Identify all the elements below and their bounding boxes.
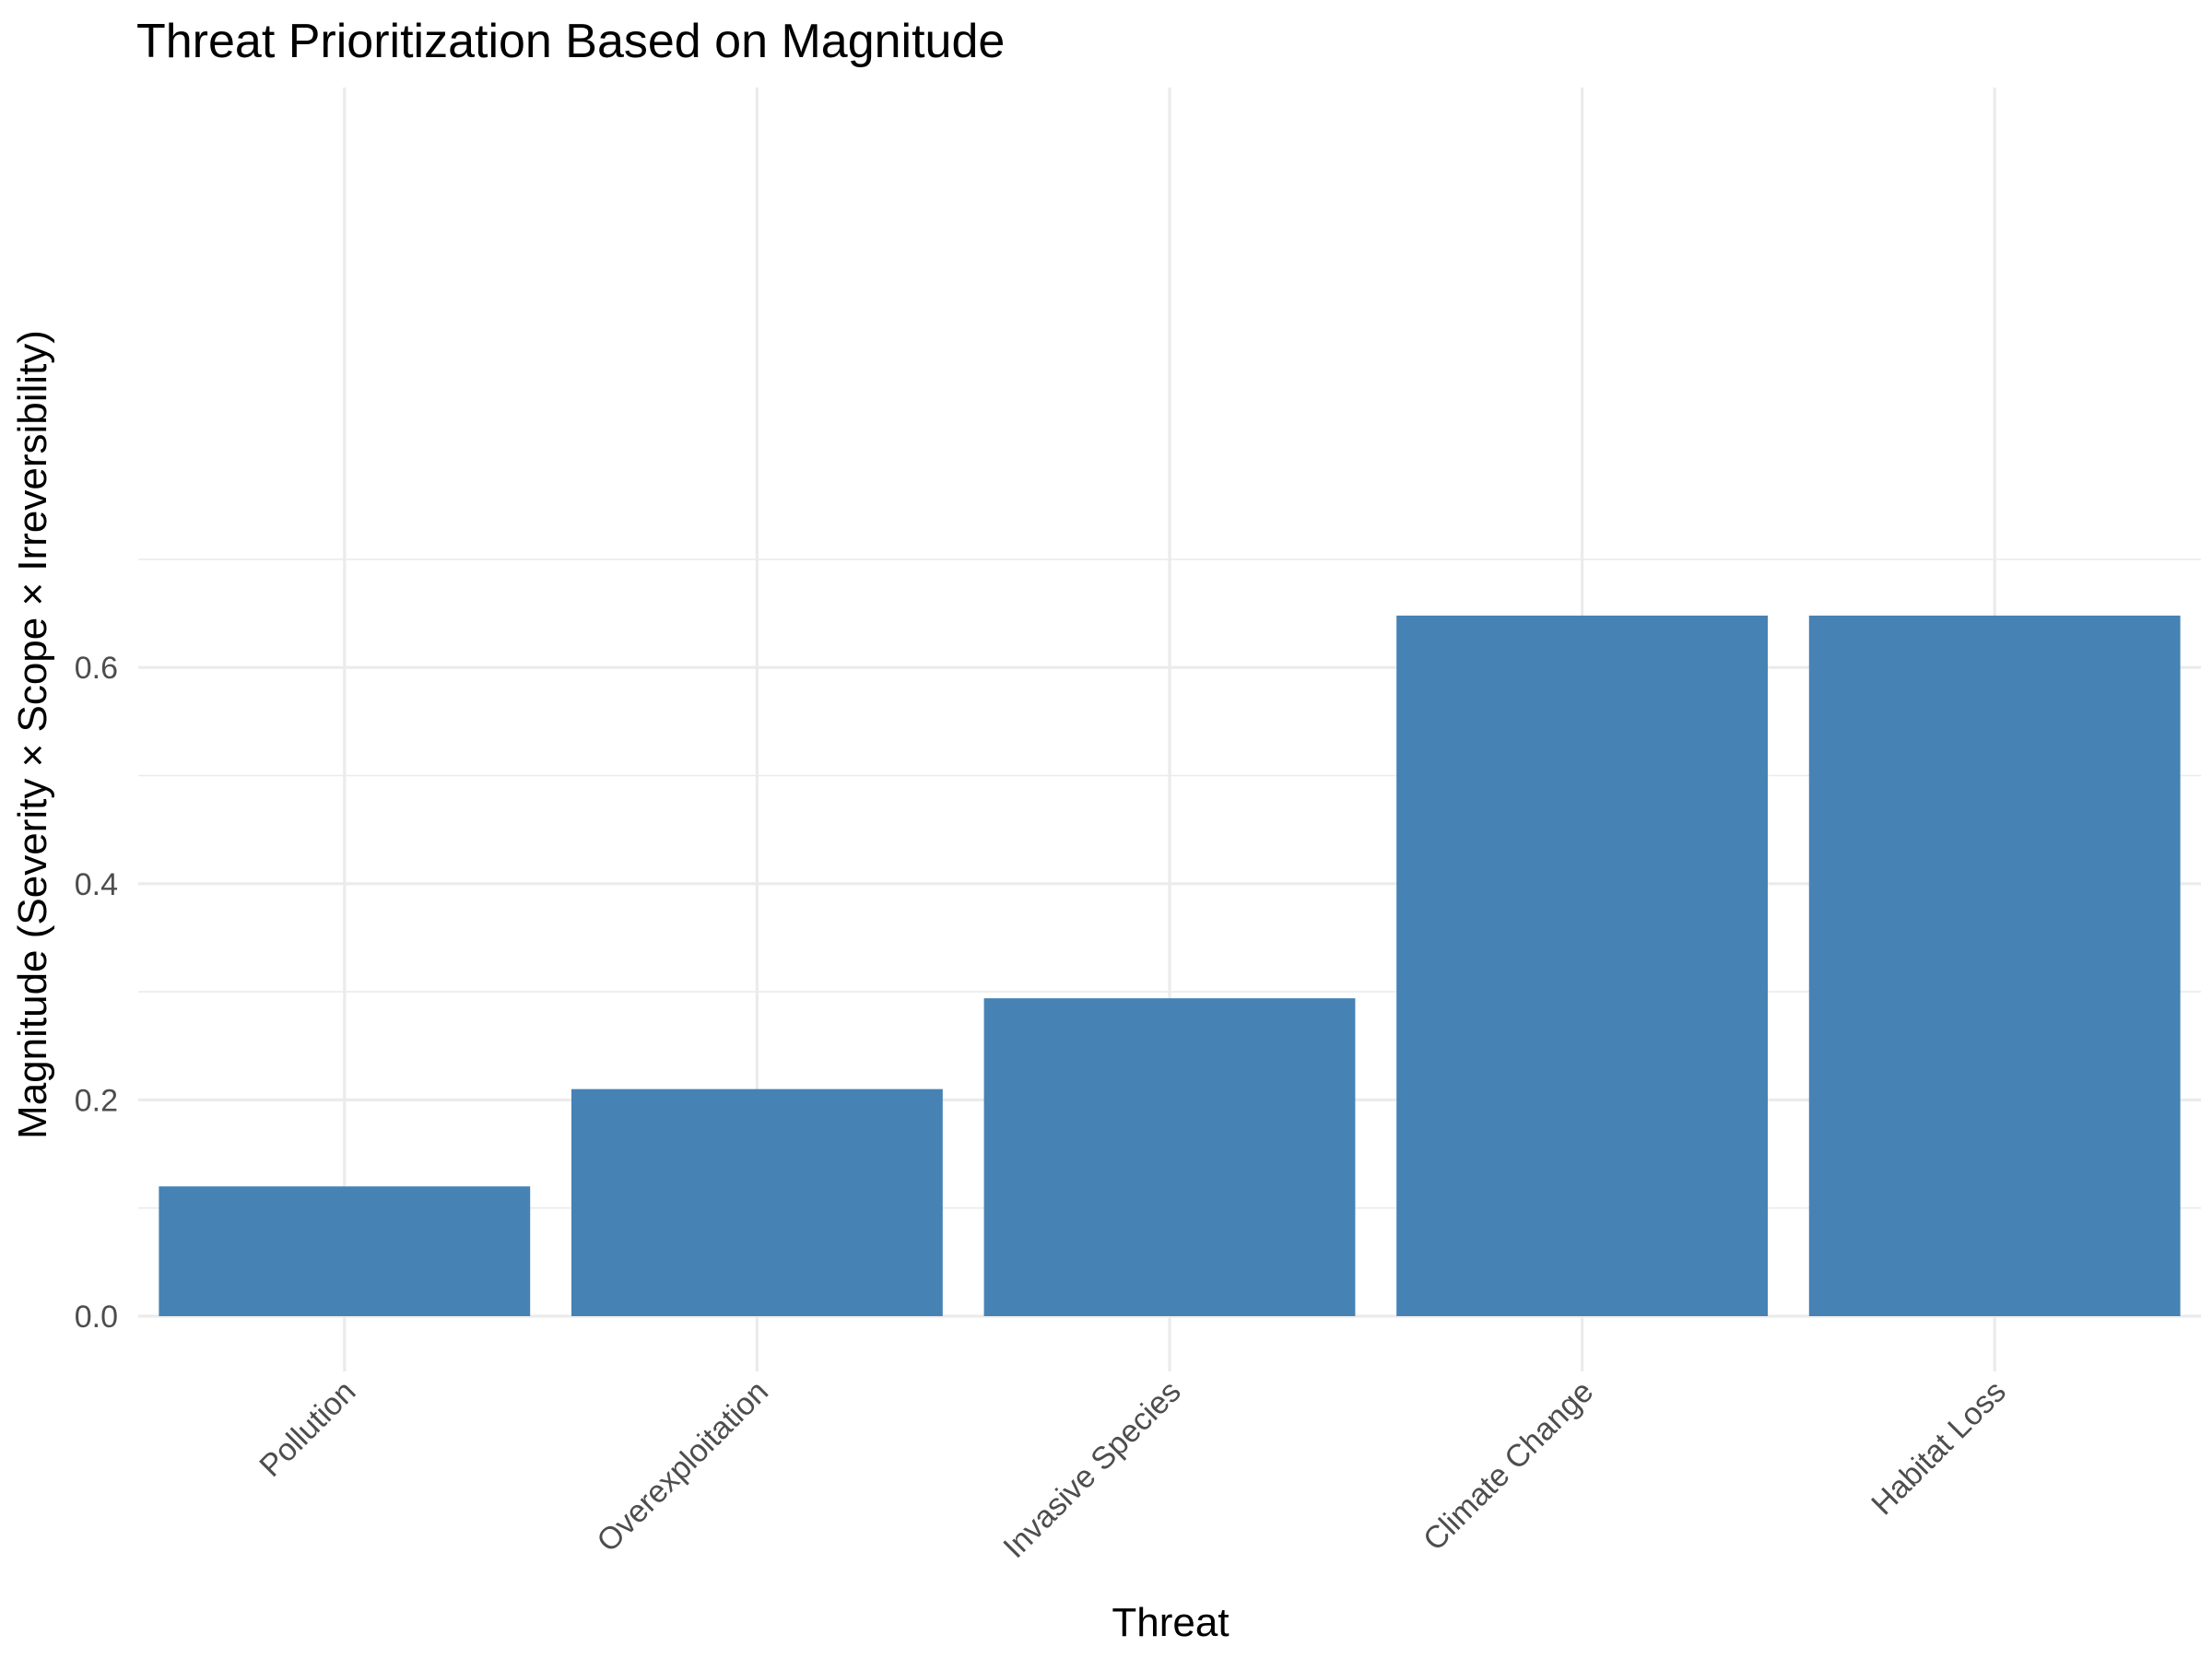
bar-overexploitation xyxy=(571,1088,943,1316)
bar-climate-change xyxy=(1396,615,1769,1316)
y-tick-label: 0.6 xyxy=(75,651,118,686)
chart-title: Threat Prioritization Based on Magnitude xyxy=(136,15,1005,68)
x-tick-label: Overexploitation xyxy=(590,1374,775,1559)
bars xyxy=(159,615,2181,1316)
x-axis-title: Threat xyxy=(1112,1600,1229,1645)
y-tick-label: 0.4 xyxy=(75,867,118,902)
x-tick-label: Invasive Species xyxy=(996,1374,1187,1565)
x-axis-tick-labels: Pollution Overexploitation Invasive Specie… xyxy=(253,1374,2012,1565)
bar-pollution xyxy=(159,1186,531,1316)
bar-habitat-loss xyxy=(1808,615,2181,1316)
x-tick-label: Climate Change xyxy=(1417,1374,1600,1558)
y-axis-title: Magnitude (Severity × Scope × Irreversib… xyxy=(10,330,55,1139)
y-axis-tick-labels: 0.0 0.2 0.4 0.6 xyxy=(75,651,118,1335)
y-tick-label: 0.2 xyxy=(75,1083,118,1118)
bar-invasive-species xyxy=(983,998,1356,1316)
x-tick-label: Pollution xyxy=(253,1374,362,1484)
x-tick-label: Habitat Loss xyxy=(1865,1374,2013,1523)
y-tick-label: 0.0 xyxy=(75,1300,118,1335)
